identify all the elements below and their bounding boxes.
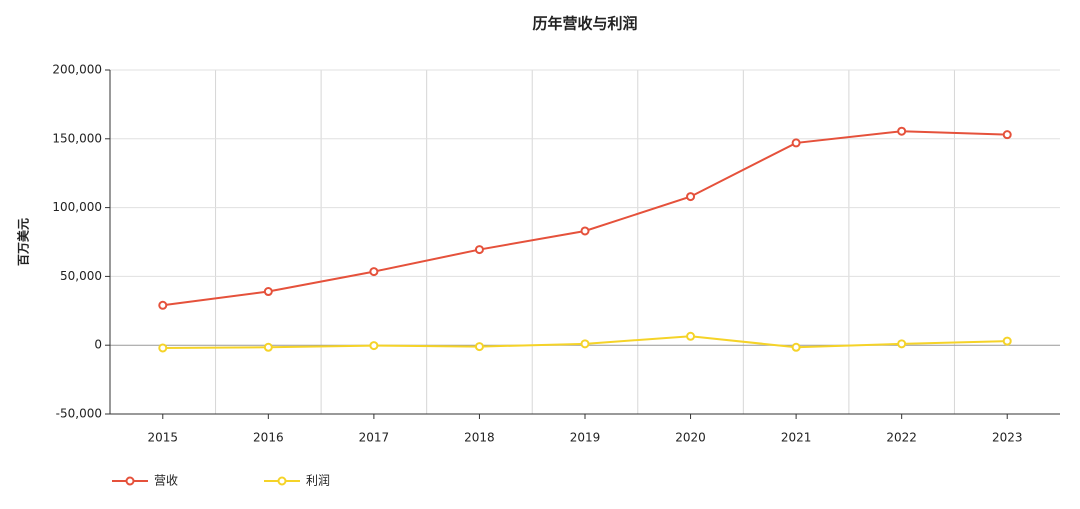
y-tick-label: 200,000 (52, 63, 102, 77)
x-tick-label: 2019 (570, 431, 601, 445)
x-tick-label: 2017 (359, 431, 390, 445)
y-tick-label: 150,000 (52, 131, 102, 145)
point (158, 343, 168, 353)
x-tick-label: 2022 (886, 431, 917, 445)
x-tick-label: 2015 (148, 431, 179, 445)
chart-title: 历年营收与利润 (532, 15, 637, 33)
series-line (162, 130, 1008, 307)
legend-marker (277, 476, 287, 486)
x-tick-label: 2020 (675, 431, 706, 445)
point (474, 342, 484, 352)
legend-marker (125, 476, 135, 486)
legend-label: 利润 (306, 474, 330, 488)
point (580, 339, 590, 349)
y-tick-label: 50,000 (60, 269, 102, 283)
y-axis-label: 百万美元 (16, 218, 31, 266)
point (791, 138, 801, 148)
point (791, 342, 801, 352)
x-tick-label: 2023 (992, 431, 1023, 445)
point (1002, 336, 1012, 346)
point (686, 331, 696, 341)
x-tick-label: 2018 (464, 431, 495, 445)
point (369, 341, 379, 351)
point (1002, 130, 1012, 140)
point (686, 192, 696, 202)
y-tick-label: 0 (94, 338, 102, 352)
y-tick-label: -50,000 (56, 407, 102, 421)
y-tick-label: 100,000 (52, 200, 102, 214)
point (263, 287, 273, 297)
point (158, 300, 168, 310)
x-tick-label: 2016 (253, 431, 284, 445)
legend-label: 营收 (154, 474, 178, 488)
point (263, 342, 273, 352)
point (474, 245, 484, 255)
point (369, 267, 379, 277)
point (897, 126, 907, 136)
x-tick-label: 2021 (781, 431, 812, 445)
point (580, 226, 590, 236)
point (897, 339, 907, 349)
